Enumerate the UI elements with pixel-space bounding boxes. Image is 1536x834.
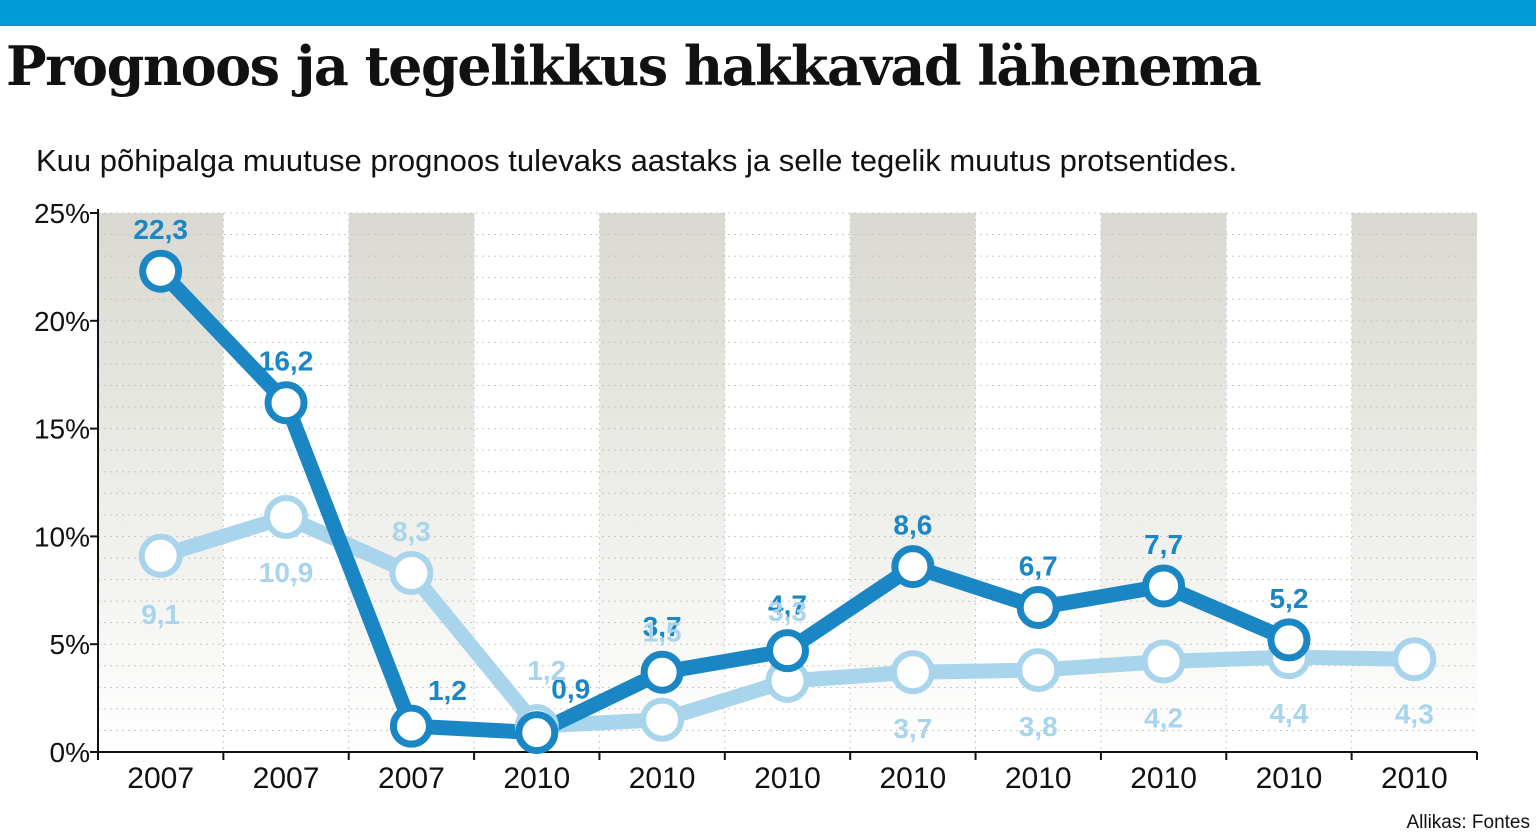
data-label: 8,3 xyxy=(392,516,431,547)
data-point xyxy=(264,494,309,539)
data-label: 9,1 xyxy=(141,599,180,630)
x-tick-label: 2010 xyxy=(754,762,821,795)
data-point xyxy=(389,551,434,596)
data-label: 22,3 xyxy=(133,214,188,245)
data-point xyxy=(515,711,559,755)
data-label: 4,2 xyxy=(1144,702,1183,733)
data-point xyxy=(1267,618,1311,662)
series-points xyxy=(138,249,1437,755)
x-tick-label: 2010 xyxy=(879,762,946,795)
data-point xyxy=(138,533,183,578)
data-label: 4,4 xyxy=(1269,698,1308,729)
data-point xyxy=(891,545,935,589)
data-label: 3,7 xyxy=(893,713,932,744)
data-label: 1,5 xyxy=(643,617,682,648)
data-label: 1,2 xyxy=(527,655,566,686)
data-label: 4,3 xyxy=(1395,698,1434,729)
data-label: 3,7 xyxy=(643,611,682,642)
data-label: 4,7 xyxy=(768,590,807,621)
data-point xyxy=(1016,648,1061,693)
x-tick-label: 2010 xyxy=(1005,762,1072,795)
data-label: 10,9 xyxy=(259,557,314,588)
source-note: Allikas: Fontes xyxy=(1406,812,1530,833)
column-band xyxy=(98,213,224,752)
y-tick-labels: 0% 5% 10% 15% 20% 25% xyxy=(34,198,90,768)
data-label: 3,3 xyxy=(768,596,807,627)
data-label: 7,7 xyxy=(1144,529,1183,560)
series-line xyxy=(153,263,1297,741)
data-label: 1,2 xyxy=(428,675,467,706)
line-chart: 0% 5% 10% 15% 20% 25% 2007 2007 2007 2010 2010 201… xyxy=(34,198,1478,795)
data-label: 16,2 xyxy=(259,346,314,377)
y-tick-label: 10% xyxy=(34,521,90,552)
data-point xyxy=(1142,564,1186,608)
data-point xyxy=(766,629,809,673)
data-point xyxy=(139,249,183,293)
data-point xyxy=(890,650,935,695)
chart-title: Prognoos ja tegelikkus hakkavad lähenema xyxy=(6,34,1262,98)
data-point xyxy=(389,704,433,748)
data-point xyxy=(640,650,684,694)
top-accent-bar xyxy=(0,0,1536,26)
data-label: 3,8 xyxy=(1019,711,1058,742)
x-tick-label: 2010 xyxy=(1130,762,1197,795)
data-label: 5,2 xyxy=(1269,583,1308,614)
data-point xyxy=(1016,586,1060,630)
x-tick-label: 2010 xyxy=(629,762,696,795)
axes xyxy=(90,209,1478,760)
data-point xyxy=(1141,639,1186,684)
x-tick-label: 2007 xyxy=(378,762,445,795)
data-point xyxy=(1392,637,1437,682)
data-point xyxy=(264,381,308,425)
x-tick-label: 2007 xyxy=(127,762,194,795)
data-labels: 22,316,21,2 0,93,74,78,66,77,75,29,110,98… xyxy=(133,214,1433,744)
chart-subtitle: Kuu põhipalga muutuse prognoos tulevaks … xyxy=(36,143,1238,178)
y-tick-label: 5% xyxy=(50,629,90,660)
y-tick-label: 0% xyxy=(50,737,90,768)
y-tick-label: 25% xyxy=(34,198,90,229)
y-tick-label: 20% xyxy=(34,306,90,337)
x-tick-label: 2007 xyxy=(253,762,320,795)
data-point xyxy=(640,697,685,742)
data-label: 8,6 xyxy=(893,510,932,541)
y-tick-label: 15% xyxy=(34,414,90,445)
x-tick-label: 2010 xyxy=(1381,762,1448,795)
data-label: 6,7 xyxy=(1019,551,1058,582)
x-tick-label: 2010 xyxy=(1256,762,1323,795)
column-band xyxy=(348,213,475,752)
x-tick-label: 2010 xyxy=(503,762,570,795)
x-tick-labels: 2007 2007 2007 2010 2010 2010 2010 2010 2010 2010… xyxy=(127,762,1447,795)
data-label: 0,9 xyxy=(551,674,590,705)
